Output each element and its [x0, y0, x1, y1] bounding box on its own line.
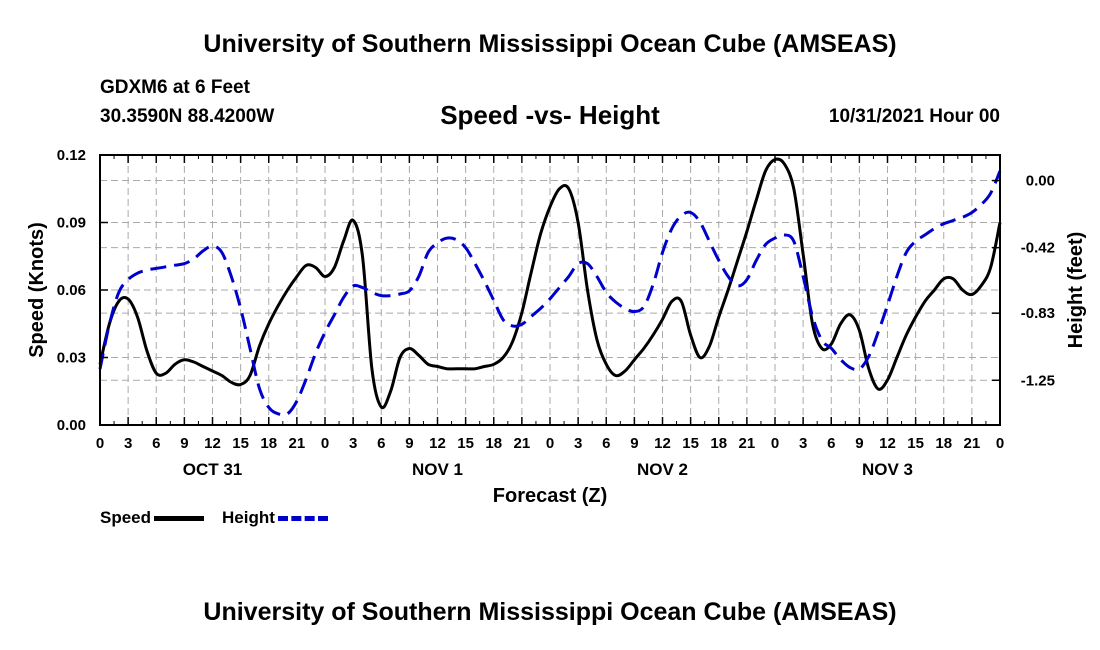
day-label: NOV 3 [862, 460, 913, 479]
x-tick-label: 12 [204, 435, 221, 452]
x-tick-label: 12 [654, 435, 671, 452]
legend-swatch-speed [154, 515, 205, 521]
x-tick-label: 0 [321, 435, 329, 452]
series-line-height [98, 170, 1002, 417]
x-tick-label: 3 [124, 435, 132, 452]
day-label: OCT 31 [183, 460, 243, 479]
day-label: NOV 2 [637, 460, 688, 479]
x-tick-label: 9 [180, 435, 188, 452]
x-tick-label: 3 [799, 435, 807, 452]
legend-label-height: Height [222, 508, 275, 527]
x-tick-label: 21 [739, 435, 756, 452]
x-tick-label: 6 [602, 435, 610, 452]
y2-axis-title: Height (feet) [1065, 232, 1087, 349]
x-tick-label: 12 [429, 435, 446, 452]
series-line-speed [98, 157, 1002, 410]
x-tick-label: 18 [710, 435, 727, 452]
x-tick-label: 3 [574, 435, 582, 452]
legend-item-speed: Speed [100, 508, 205, 528]
y2-tick-label: -1.25 [1021, 372, 1055, 389]
chart-main-title: University of Southern Mississippi Ocean… [203, 30, 897, 58]
x-tick-label: 21 [289, 435, 306, 452]
station-coordinates: 30.3590N 88.4200W [100, 106, 275, 127]
x-tick-label: 12 [879, 435, 896, 452]
chart-legend: Speed Height [100, 508, 346, 528]
y-tick-label: 0.12 [57, 147, 86, 164]
y-tick-label: 0.06 [57, 282, 86, 299]
x-tick-label: 6 [827, 435, 835, 452]
x-axis-title: Forecast (Z) [493, 485, 607, 507]
legend-swatch-height [277, 515, 328, 521]
footer-title: University of Southern Mississippi Ocean… [203, 598, 897, 626]
legend-item-height: Height [222, 508, 328, 528]
x-tick-label: 3 [349, 435, 357, 452]
x-tick-label: 6 [377, 435, 385, 452]
x-tick-label: 0 [771, 435, 779, 452]
x-tick-label: 15 [682, 435, 699, 452]
x-tick-label: 15 [907, 435, 924, 452]
x-tick-label: 21 [514, 435, 531, 452]
x-tick-label: 21 [964, 435, 981, 452]
y-axis-title: Speed (Knots) [26, 222, 48, 358]
y2-tick-label: -0.83 [1021, 305, 1055, 322]
x-tick-label: 18 [485, 435, 502, 452]
x-tick-label: 0 [546, 435, 554, 452]
y2-tick-label: -0.42 [1021, 240, 1055, 257]
x-tick-label: 0 [996, 435, 1004, 452]
y-tick-label: 0.09 [57, 215, 86, 232]
x-tick-label: 9 [405, 435, 413, 452]
x-tick-label: 9 [855, 435, 863, 452]
chart-subtitle: Speed -vs- Height [440, 100, 660, 130]
x-tick-label: 18 [935, 435, 952, 452]
x-tick-label: 0 [96, 435, 104, 452]
x-tick-label: 9 [630, 435, 638, 452]
x-tick-label: 6 [152, 435, 160, 452]
legend-label-speed: Speed [100, 508, 152, 527]
y2-tick-label: 0.00 [1026, 173, 1055, 190]
y-tick-label: 0.00 [57, 417, 86, 434]
x-tick-label: 15 [457, 435, 474, 452]
y-tick-label: 0.03 [57, 350, 86, 367]
station-label: GDXM6 at 6 Feet [100, 77, 250, 98]
x-tick-label: 18 [260, 435, 277, 452]
day-label: NOV 1 [412, 460, 463, 479]
forecast-datetime: 10/31/2021 Hour 00 [828, 106, 1000, 127]
x-tick-label: 15 [232, 435, 249, 452]
